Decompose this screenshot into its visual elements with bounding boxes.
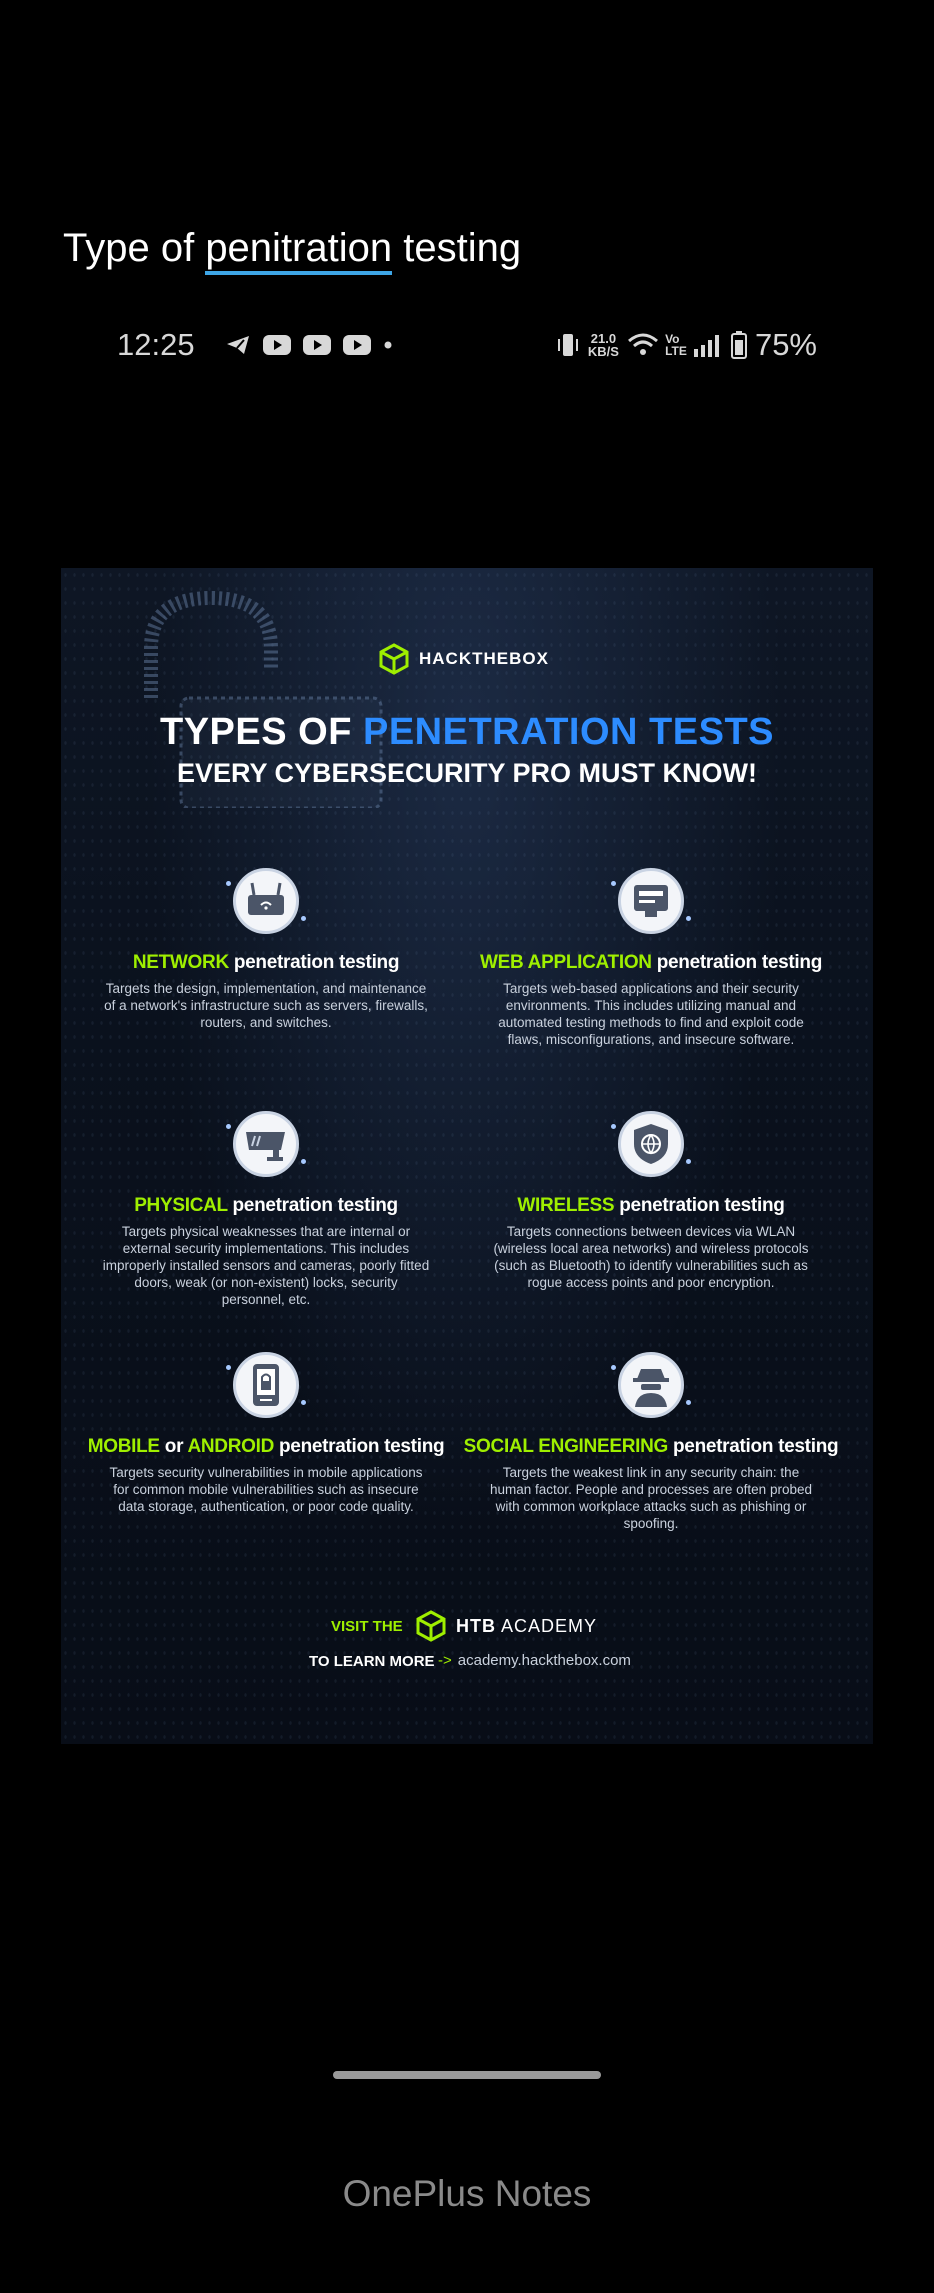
router-icon xyxy=(226,868,306,934)
shield-globe-icon xyxy=(611,1111,691,1177)
card-title: PHYSICAL penetration testing xyxy=(76,1195,456,1217)
network-speed-value: 21.0 xyxy=(590,331,617,346)
padlock-icon xyxy=(144,590,383,808)
card-title-rest: penetration testing xyxy=(668,1436,839,1457)
signal-icon xyxy=(693,335,719,357)
background-pattern xyxy=(61,568,873,1744)
card-title: NETWORK penetration testing xyxy=(76,952,456,974)
card-title-rest: penetration testing xyxy=(651,952,823,973)
academy-url-text: academy.hackthebox.com xyxy=(457,1652,631,1669)
headline-part2: PENETRATION TESTS xyxy=(362,711,775,753)
academy-brand-bold: HTB xyxy=(456,1615,496,1636)
card-title: MOBILE or ANDROID penetration testing xyxy=(76,1436,456,1458)
status-time: 12:25 xyxy=(117,327,195,362)
status-notification-icons xyxy=(225,334,393,356)
youtube-icon xyxy=(262,335,291,355)
footer-learn-text: TO LEARN MORE xyxy=(309,1653,435,1670)
card-web-application: WEB APPLICATION penetration testing Targ… xyxy=(461,868,841,1048)
card-title-highlight: WEB APPLICATION xyxy=(479,952,652,973)
battery-percent: 75% xyxy=(754,327,817,362)
card-description: Targets physical weaknesses that are int… xyxy=(102,1224,430,1307)
card-social-engineering: SOCIAL ENGINEERING penetration testing T… xyxy=(461,1352,841,1532)
card-title-highlight: WIRELESS xyxy=(517,1195,615,1216)
academy-brand-rest: ACADEMY xyxy=(496,1615,598,1636)
youtube-icon xyxy=(302,335,331,355)
card-title-rest: penetration testing xyxy=(228,952,400,973)
status-bar: 12:25 21.0 KB/S Vo LTE 75% xyxy=(117,322,817,368)
battery-icon xyxy=(730,331,747,359)
card-title: WIRELESS penetration testing xyxy=(461,1195,841,1217)
htb-cube-icon xyxy=(379,643,409,675)
security-camera-icon xyxy=(226,1111,306,1177)
wifi-icon xyxy=(627,333,658,355)
card-title-highlight: MOBILE xyxy=(87,1436,160,1457)
htb-cube-icon xyxy=(416,1610,446,1642)
card-description: Targets the weakest link in any security… xyxy=(490,1465,812,1531)
status-system-icons: 21.0 KB/S Vo LTE 75% xyxy=(556,327,817,363)
web-page-icon xyxy=(611,868,691,934)
note-title[interactable]: Type of penitration testing xyxy=(63,226,522,275)
arrow-text: -> xyxy=(438,1652,452,1669)
subheadline: EVERY CYBERSECURITY PRO MUST KNOW! xyxy=(176,758,758,788)
network-speed-unit: KB/S xyxy=(587,344,619,359)
brand-name: HACKTHEBOX xyxy=(419,649,549,668)
footer-visit-text: VISIT THE xyxy=(331,1618,403,1635)
card-title-rest: penetration testing xyxy=(274,1436,445,1457)
academy-brand: HTB ACADEMY xyxy=(456,1616,597,1637)
card-description: Targets connections between devices via … xyxy=(493,1224,809,1290)
card-title-highlight: SOCIAL ENGINEERING xyxy=(463,1436,669,1457)
app-label: OnePlus Notes xyxy=(342,2173,592,2214)
card-title-highlight: NETWORK xyxy=(132,952,229,973)
card-wireless: WIRELESS penetration testing Targets con… xyxy=(461,1111,841,1291)
card-network: NETWORK penetration testing Targets the … xyxy=(76,868,456,1031)
card-title-rest: penetration testing xyxy=(227,1195,398,1216)
card-title-highlight: PHYSICAL xyxy=(134,1195,228,1216)
card-title: SOCIAL ENGINEERING penetration testing xyxy=(461,1436,841,1458)
card-description: Targets web-based applications and their… xyxy=(498,981,804,1047)
card-physical: PHYSICAL penetration testing Targets phy… xyxy=(76,1111,456,1308)
home-indicator[interactable] xyxy=(333,2071,601,2079)
card-title-rest: penetration testing xyxy=(614,1195,785,1216)
vibrate-icon xyxy=(557,334,578,356)
card-description: Targets the design, implementation, and … xyxy=(104,981,428,1030)
youtube-icon xyxy=(342,335,371,355)
mobile-lock-icon xyxy=(226,1352,306,1418)
headline-part1: TYPES OF xyxy=(159,711,363,753)
headline: TYPES OF PENETRATION TESTS xyxy=(61,711,873,754)
note-title-text: Type of xyxy=(63,226,206,270)
htb-academy-logo: HTB ACADEMY xyxy=(416,1610,597,1642)
academy-url: -> academy.hackthebox.com xyxy=(438,1652,631,1669)
card-title: WEB APPLICATION penetration testing xyxy=(461,952,841,974)
volte-label: Vo LTE xyxy=(665,332,687,358)
infographic-image[interactable]: HACKTHEBOX TYPES OF PENETRATION TESTS EV… xyxy=(61,568,873,1744)
hacker-icon xyxy=(611,1352,691,1418)
telegram-icon xyxy=(226,336,249,354)
misspelled-word[interactable]: penitration xyxy=(205,226,393,275)
dot-icon xyxy=(384,341,392,349)
card-description: Targets security vulnerabilities in mobi… xyxy=(109,1465,423,1514)
card-title-middle: or xyxy=(159,1436,188,1457)
card-mobile: MOBILE or ANDROID penetration testing Ta… xyxy=(76,1352,456,1515)
note-title-text-end: testing xyxy=(392,226,522,270)
network-speed: 21.0 KB/S xyxy=(588,332,619,358)
hackthebox-logo: HACKTHEBOX xyxy=(379,643,549,675)
card-title-highlight-2: ANDROID xyxy=(187,1436,275,1457)
